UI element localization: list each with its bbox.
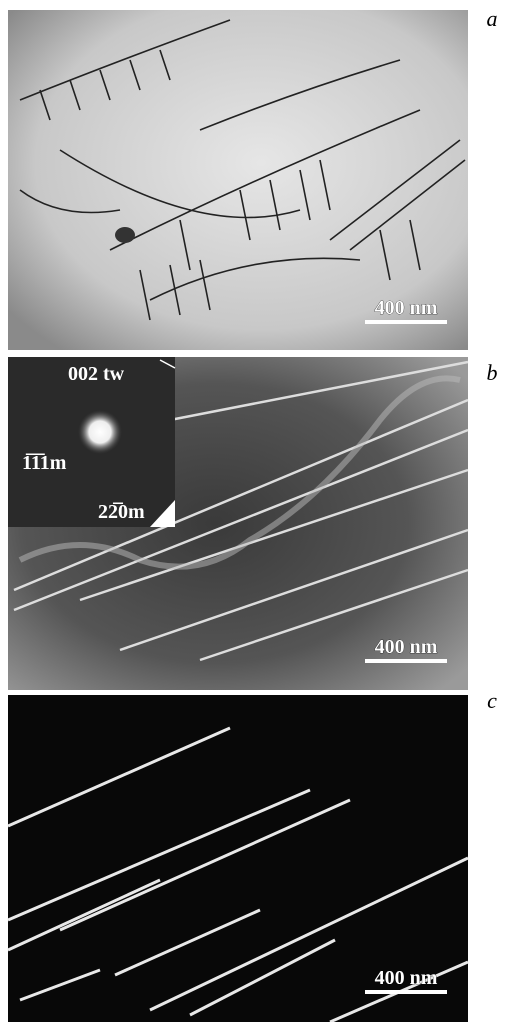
- scale-bar-label: 400 nm: [375, 297, 438, 319]
- panel-a: 400 nm a: [8, 6, 498, 350]
- inset-label: 002 tw: [68, 363, 125, 385]
- scale-bar-label: 400 nm: [375, 967, 438, 989]
- inset-label: 1̅1̅1m: [22, 452, 67, 474]
- panel-b: 002 tw 1̅1̅1m 22̅0m 400 nm b: [8, 357, 498, 690]
- page: 400 nm a 002 tw 1̅1̅1m 22̅0m 400 nm b: [0, 0, 505, 1022]
- panel-label: b: [487, 360, 498, 385]
- panel-label: a: [487, 6, 498, 31]
- particle: [115, 227, 135, 243]
- diffraction-spot: [78, 410, 122, 454]
- figure: 400 nm a 002 tw 1̅1̅1m 22̅0m 400 nm b: [0, 0, 505, 1022]
- panel-label: c: [487, 688, 497, 713]
- panel-c: 400 nm c: [8, 688, 497, 1022]
- scale-bar-label: 400 nm: [375, 636, 438, 658]
- inset-label: 22̅0m: [98, 501, 145, 523]
